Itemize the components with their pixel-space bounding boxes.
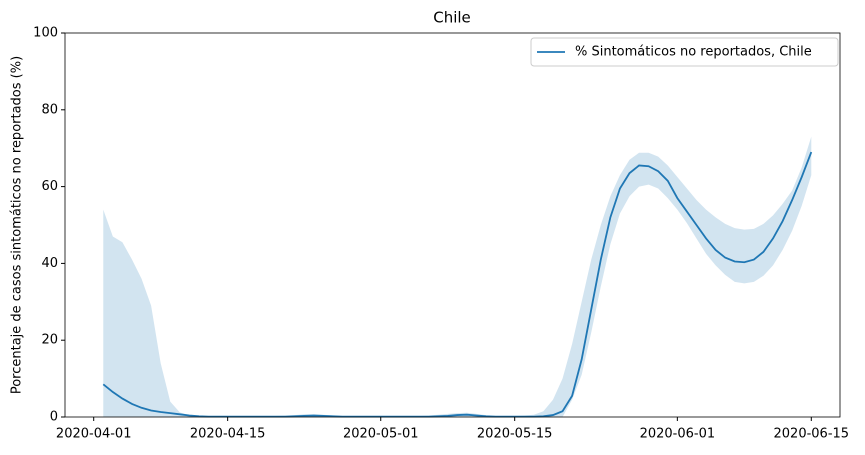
y-tick-label: 100 [33,26,58,41]
chart-title: Chile [433,9,471,27]
plot-frame [64,32,841,418]
y-tick-label: 20 [41,333,58,348]
x-tick-label: 2020-06-01 [640,427,716,442]
x-tick-label: 2020-04-15 [190,427,266,442]
x-tick-label: 2020-05-01 [343,427,419,442]
y-axis-label: Porcentaje de casos sintomáticos no repo… [10,56,25,394]
legend-label: % Sintomáticos no reportados, Chile [575,45,812,60]
y-tick-label: 60 [41,179,58,194]
x-tick-label: 2020-06-15 [774,427,850,442]
data-line [102,151,813,418]
legend-box [530,37,839,67]
y-tick-label: 80 [41,102,58,117]
x-tick-label: 2020-04-01 [56,427,132,442]
y-tick-label: 0 [50,410,58,425]
confidence-band [103,136,812,417]
x-tick-label: 2020-05-15 [477,427,553,442]
y-tick-label: 40 [41,256,58,271]
